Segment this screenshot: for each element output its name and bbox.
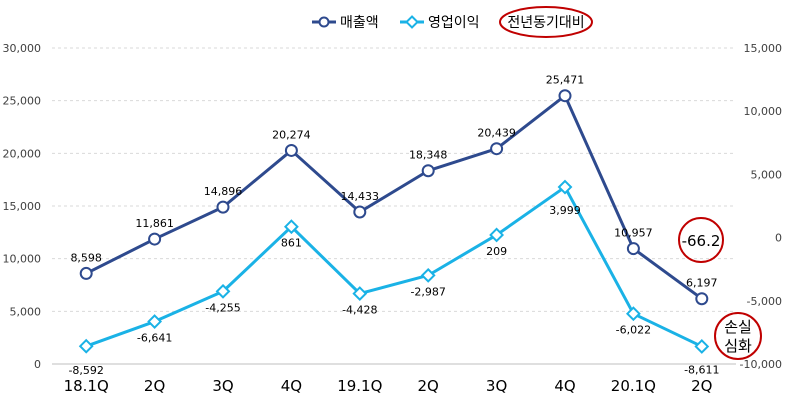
op-profit-line	[85, 185, 703, 348]
revenue-line	[85, 94, 703, 300]
op-profit-point	[420, 267, 436, 283]
left-tick-label: 20,000	[3, 147, 42, 160]
op-profit-point	[489, 227, 505, 243]
loss-annotation-line2: 심화	[724, 337, 752, 355]
category-label: 18.1Q	[64, 377, 109, 395]
left-tick-label: 10,000	[3, 253, 42, 266]
op-profit-point	[283, 219, 299, 235]
category-label: 2Q	[691, 377, 712, 395]
revenue-data-label: 20,274	[272, 128, 311, 141]
legend-note: 전년동기대비	[499, 6, 593, 38]
revenue-point	[216, 200, 230, 214]
revenue-point	[421, 164, 435, 178]
right-tick-label: 15,000	[744, 42, 783, 55]
revenue-data-label: 25,471	[546, 74, 585, 87]
category-label: 19.1Q	[337, 377, 382, 395]
legend: 매출액 영업이익 전년동기대비	[312, 6, 593, 38]
op-profit-data-label: -6,641	[137, 332, 172, 345]
revenue-data-label: 14,433	[341, 190, 380, 203]
revenue-data-label: 14,896	[204, 185, 243, 198]
right-tick-label: -10,000	[740, 358, 782, 371]
loss-annotation-circle	[714, 312, 762, 360]
change-annotation-circle	[678, 217, 724, 263]
op-profit-data-label: -8,611	[684, 363, 719, 376]
revenue-data-label: 20,439	[477, 127, 516, 140]
revenue-point	[79, 266, 93, 280]
category-label: 4Q	[554, 377, 575, 395]
change-annotation: -66.2	[678, 217, 724, 263]
legend-note-circle	[499, 6, 593, 38]
revenue-data-label: 11,861	[135, 217, 174, 230]
left-tick-label: 30,000	[3, 42, 42, 55]
right-axis: -10,000 -5,000 0 5,000 10,000 15,000	[740, 42, 782, 371]
loss-annotation: 손실 심화	[714, 312, 762, 360]
op-profit-data-label: -4,255	[205, 301, 240, 314]
revenue-point	[148, 232, 162, 246]
revenue-data-label: 6,197	[686, 277, 718, 290]
op-profit-data-label: -8,592	[68, 364, 103, 377]
left-axis: 0 5,000 10,000 15,000 20,000 25,000 30,000	[3, 42, 42, 371]
category-label: 20.1Q	[611, 377, 656, 395]
left-tick-label: 15,000	[3, 200, 42, 213]
op-profit-point	[215, 283, 231, 299]
op-profit-point	[625, 306, 641, 322]
right-tick-label: 5,000	[751, 168, 783, 181]
op-profit-point	[557, 179, 573, 195]
left-tick-label: 5,000	[10, 305, 42, 318]
op-profit-data-label: -2,987	[410, 285, 445, 298]
revenue-data-label: 8,598	[70, 251, 102, 264]
left-tick-label: 25,000	[3, 95, 42, 108]
right-tick-label: 0	[775, 232, 782, 245]
legend-item-op-profit: 영업이익	[400, 15, 480, 31]
legend-marker-op-profit	[405, 15, 419, 29]
revenue-point	[558, 89, 572, 103]
category-label: 2Q	[144, 377, 165, 395]
gridlines	[52, 47, 736, 365]
revenue-point	[626, 242, 640, 256]
category-label: 2Q	[418, 377, 439, 395]
category-label: 3Q	[486, 377, 507, 395]
op-profit-data-label: -4,428	[342, 304, 377, 317]
series-layer	[78, 89, 710, 354]
legend-marker-revenue	[318, 16, 330, 28]
revenue-point	[695, 292, 709, 306]
revenue-data-label: 18,348	[409, 149, 448, 162]
revenue-point	[353, 205, 367, 219]
op-profit-point	[694, 339, 710, 354]
legend-note-text: 전년동기대비	[507, 15, 584, 31]
revenue-point	[490, 142, 504, 156]
right-tick-label: -5,000	[747, 295, 782, 308]
op-profit-point	[147, 314, 163, 329]
category-label: 3Q	[212, 377, 233, 395]
op-profit-data-label: -6,022	[616, 324, 651, 337]
op-profit-data-label: 861	[281, 237, 302, 250]
legend-label-revenue: 매출액	[340, 15, 379, 31]
data-labels: 8,598 11,861 14,896 20,274 14,433 18,348 20,43…	[68, 74, 719, 377]
right-tick-label: 10,000	[744, 105, 783, 118]
revenue-data-label: 10,957	[614, 227, 653, 240]
op-profit-data-label: 3,999	[549, 204, 581, 217]
legend-item-revenue: 매출액	[312, 15, 379, 31]
op-profit-data-label: 209	[486, 245, 507, 258]
op-profit-point	[352, 286, 368, 301]
op-profit-point	[78, 338, 94, 354]
left-tick-label: 0	[34, 358, 41, 371]
category-label: 4Q	[281, 377, 302, 395]
legend-label-op-profit: 영업이익	[428, 15, 480, 31]
loss-annotation-line1: 손실	[724, 318, 752, 336]
revenue-point	[284, 143, 298, 157]
category-axis: 18.1Q 2Q 3Q 4Q 19.1Q 2Q 3Q 4Q 20.1Q 2Q	[64, 377, 713, 395]
change-annotation-text: -66.2	[682, 232, 721, 250]
